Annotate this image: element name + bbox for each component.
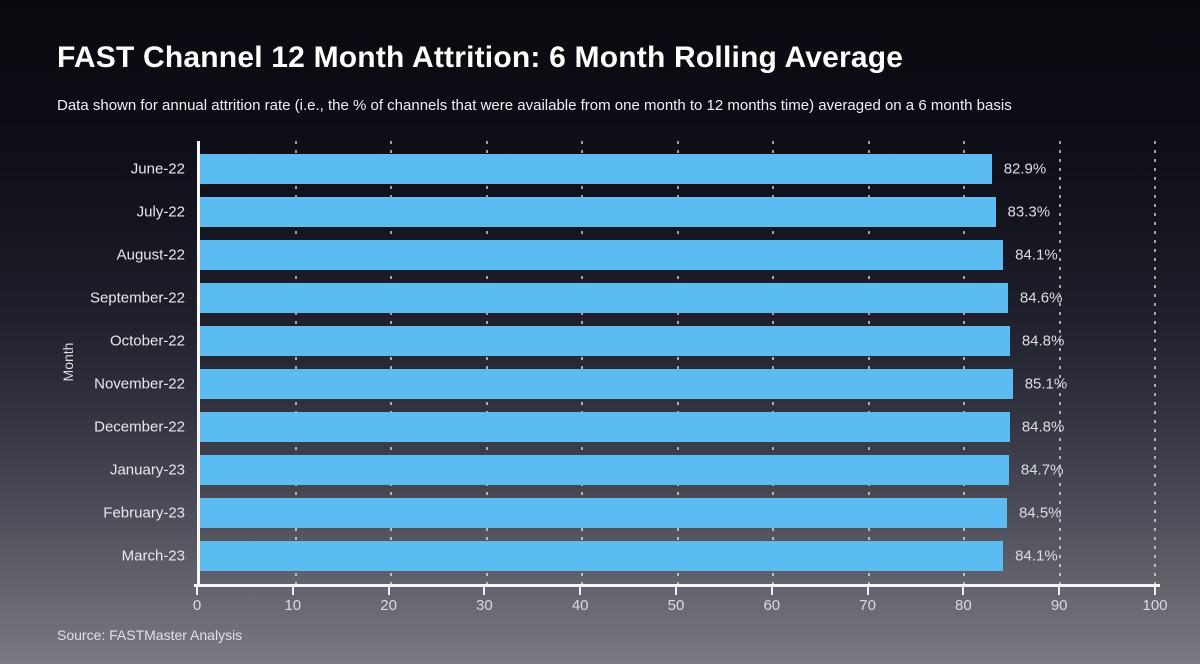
source-note: Source: FASTMaster Analysis: [57, 627, 243, 643]
x-tick-mark: [770, 587, 773, 595]
x-tick-mark: [483, 587, 486, 595]
chart-title: FAST Channel 12 Month Attrition: 6 Month…: [57, 41, 904, 74]
x-tick-mark: [1058, 587, 1061, 595]
value-label: 84.5%: [1018, 504, 1062, 522]
value-label: 84.8%: [1021, 418, 1065, 436]
bar: [200, 196, 996, 227]
x-tick-label: 50: [667, 597, 685, 614]
gridline: [485, 141, 488, 584]
x-axis-line: [194, 584, 1160, 587]
category-label: July-22: [136, 203, 185, 221]
category-label: October-22: [109, 332, 185, 350]
gridline: [294, 141, 297, 584]
category-label: August-22: [116, 246, 185, 264]
value-label: 85.1%: [1024, 375, 1068, 393]
x-tick-mark: [387, 587, 390, 595]
bar: [200, 541, 1004, 572]
gridline: [676, 141, 679, 584]
x-tick-mark: [1154, 587, 1156, 595]
gridline: [772, 141, 774, 584]
bar-row: July-22 83.3%: [137, 190, 1155, 233]
x-tick-mark: [579, 587, 582, 595]
value-label: 84.7%: [1020, 461, 1064, 479]
y-axis-title: Month: [60, 342, 76, 382]
bar: [200, 239, 1004, 270]
bar: [200, 369, 1013, 400]
bar: [200, 455, 1009, 486]
category-label: January-23: [109, 461, 185, 479]
bar-row: January-23 84.7%: [110, 449, 1155, 492]
x-tick-label: 60: [763, 597, 781, 614]
bar-row: September-22 84.6%: [90, 276, 1155, 319]
value-label: 84.1%: [1015, 246, 1058, 264]
value-label: 82.9%: [1003, 160, 1047, 178]
bar: [200, 282, 1008, 313]
x-tick-label: 100: [1142, 597, 1168, 614]
bar: [200, 153, 992, 184]
x-tick-mark: [675, 587, 677, 595]
bar-row: June-22 82.9%: [131, 147, 1155, 190]
category-label: December-22: [94, 418, 185, 436]
category-label: September-22: [89, 289, 185, 307]
category-label: March-23: [121, 547, 185, 565]
gridline: [1058, 141, 1061, 584]
x-tick-mark: [291, 587, 294, 595]
x-tick-mark: [196, 587, 198, 595]
bar-row: February-23 84.5%: [103, 492, 1155, 535]
x-tick-label: 10: [284, 597, 302, 614]
x-tick-mark: [866, 587, 869, 595]
bar-row: December-22 84.8%: [94, 406, 1155, 449]
x-tick-label: 90: [1050, 597, 1068, 614]
bar-row: October-22 84.8%: [110, 319, 1155, 362]
bar: [200, 325, 1010, 356]
x-tick-mark: [962, 587, 965, 595]
gridline: [1154, 141, 1156, 584]
value-label: 83.3%: [1007, 203, 1051, 221]
x-tick-label: 70: [859, 597, 876, 614]
bar: [200, 498, 1007, 529]
bar-row: August-22 84.1%: [117, 233, 1155, 276]
gridline: [867, 141, 870, 584]
x-tick-label: 0: [192, 597, 202, 614]
x-tick-label: 20: [380, 597, 397, 614]
gridline: [581, 141, 583, 584]
bar-row: March-23 84.1%: [122, 535, 1155, 578]
plot-area: June-22 82.9% July-22 83.3% August-22 84.1% Se…: [90, 141, 1156, 584]
chart-subtitle: Data shown for annual attrition rate (i.…: [57, 97, 1012, 114]
category-label: February-23: [103, 504, 185, 522]
value-label: 84.6%: [1019, 289, 1063, 307]
x-tick-label: 40: [571, 597, 589, 614]
value-label: 84.8%: [1021, 332, 1065, 350]
value-label: 84.1%: [1015, 547, 1058, 565]
bar: [200, 412, 1010, 443]
bar-row: November-22 85.1%: [94, 362, 1155, 405]
gridline: [390, 141, 392, 584]
x-tick-label: 30: [476, 597, 493, 614]
gridline: [963, 141, 965, 584]
category-label: June-22: [130, 160, 185, 178]
category-label: November-22: [94, 375, 185, 393]
bars-layer: June-22 82.9% July-22 83.3% August-22 84.1% Se…: [90, 147, 1155, 578]
x-axis: 0 10 20 30 40 50 60 70 80 90 100: [193, 584, 1168, 624]
x-tick-label: 80: [955, 597, 972, 614]
